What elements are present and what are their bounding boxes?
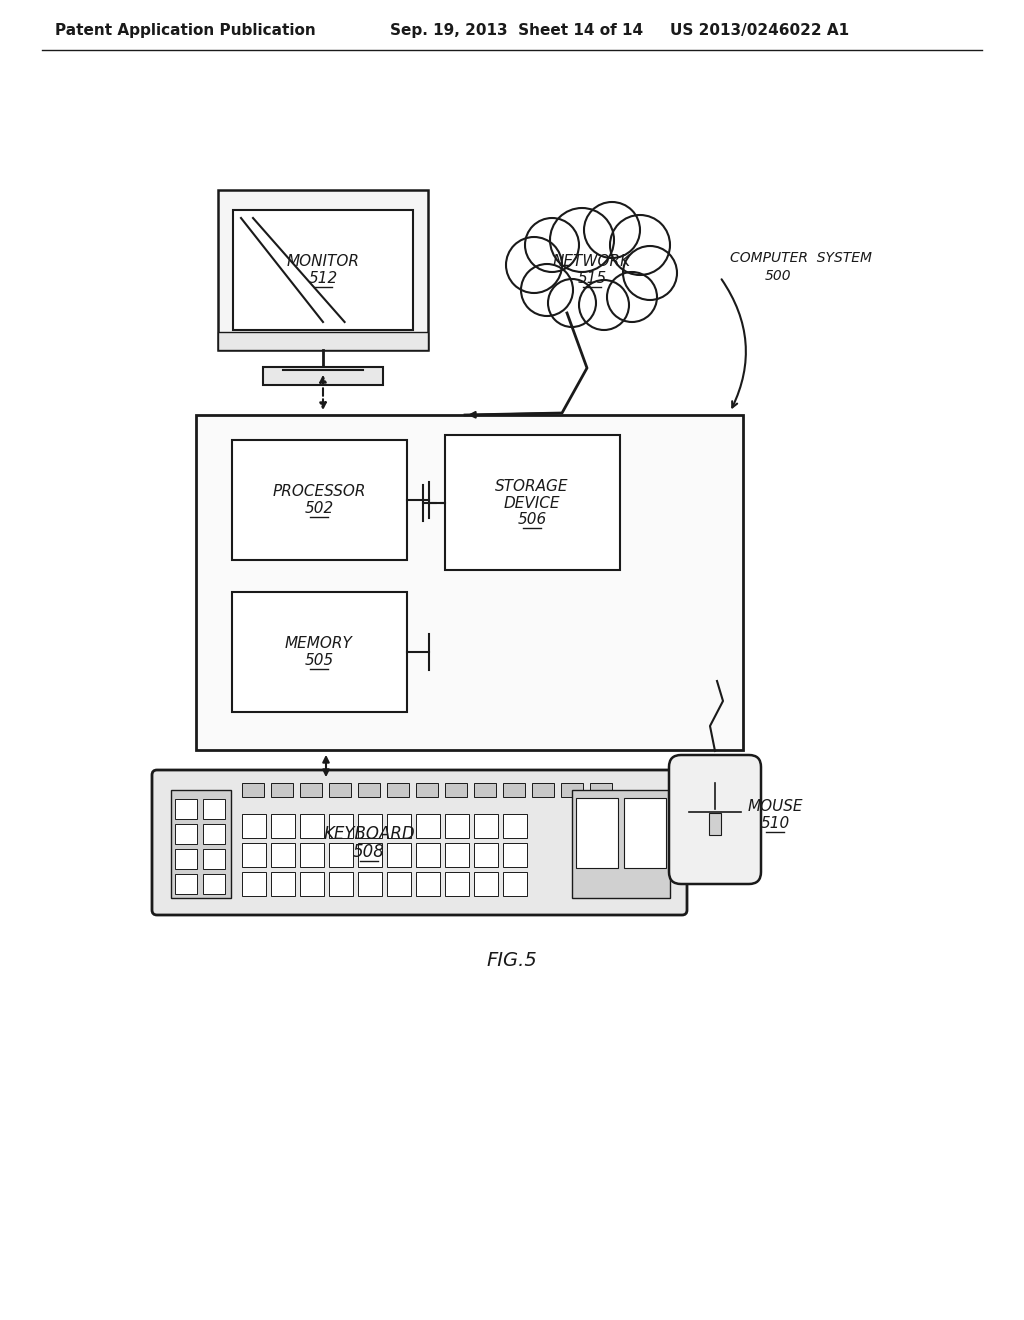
Bar [358, 873, 382, 896]
Bar [271, 814, 295, 838]
Text: 510: 510 [761, 816, 790, 830]
FancyBboxPatch shape [669, 755, 761, 884]
Bar [203, 849, 225, 869]
Bar [416, 783, 438, 797]
Text: COMPUTER  SYSTEM: COMPUTER SYSTEM [730, 251, 872, 265]
Bar [416, 843, 440, 867]
Bar [242, 843, 266, 867]
Bar [329, 873, 353, 896]
Bar [387, 873, 411, 896]
Text: Patent Application Publication: Patent Application Publication [55, 22, 315, 37]
Bar [387, 843, 411, 867]
Text: 515: 515 [578, 271, 606, 285]
Bar [445, 783, 467, 797]
Bar [271, 783, 293, 797]
Bar [232, 591, 407, 711]
Bar [358, 814, 382, 838]
Text: 506: 506 [517, 512, 547, 527]
Circle shape [506, 238, 562, 293]
Bar [203, 874, 225, 894]
Circle shape [579, 280, 629, 330]
Bar [242, 783, 264, 797]
Bar [300, 814, 324, 838]
Bar [271, 843, 295, 867]
Bar [416, 873, 440, 896]
Circle shape [623, 246, 677, 300]
Bar [572, 789, 670, 898]
Bar [242, 873, 266, 896]
Text: 502: 502 [304, 500, 334, 516]
Bar [474, 843, 498, 867]
Bar [218, 190, 428, 350]
Circle shape [550, 209, 614, 272]
Text: STORAGE: STORAGE [496, 479, 568, 494]
Bar [416, 814, 440, 838]
Circle shape [521, 264, 573, 315]
Bar [503, 843, 527, 867]
Bar [171, 789, 231, 898]
Bar [445, 843, 469, 867]
Bar [532, 783, 554, 797]
FancyBboxPatch shape [152, 770, 687, 915]
Bar [271, 873, 295, 896]
Bar [175, 824, 197, 843]
Text: DEVICE: DEVICE [504, 495, 560, 511]
Bar [624, 799, 666, 869]
Bar [561, 783, 583, 797]
Bar [445, 436, 620, 570]
Bar [387, 783, 409, 797]
Bar [358, 843, 382, 867]
Bar [474, 873, 498, 896]
Bar [203, 799, 225, 818]
Bar [203, 824, 225, 843]
Bar [300, 843, 324, 867]
Text: 508: 508 [353, 843, 385, 861]
Text: 512: 512 [308, 271, 338, 285]
Circle shape [584, 202, 640, 257]
Bar [175, 874, 197, 894]
Bar [196, 414, 743, 750]
Bar [175, 799, 197, 818]
Bar [387, 814, 411, 838]
Text: 500: 500 [765, 269, 792, 282]
Bar [474, 783, 496, 797]
Text: US 2013/0246022 A1: US 2013/0246022 A1 [670, 22, 849, 37]
Bar [175, 849, 197, 869]
Bar [474, 814, 498, 838]
Circle shape [548, 279, 596, 327]
Circle shape [525, 218, 579, 272]
Bar [300, 873, 324, 896]
Bar [329, 843, 353, 867]
Bar [445, 873, 469, 896]
Bar [329, 814, 353, 838]
Bar [233, 210, 413, 330]
Bar [218, 333, 428, 350]
Bar [358, 783, 380, 797]
Bar [242, 814, 266, 838]
Text: FIG.5: FIG.5 [486, 950, 538, 969]
Circle shape [607, 272, 657, 322]
Text: MONITOR: MONITOR [287, 255, 359, 269]
Text: Sep. 19, 2013  Sheet 14 of 14: Sep. 19, 2013 Sheet 14 of 14 [390, 22, 643, 37]
Bar [503, 873, 527, 896]
Bar [575, 799, 618, 869]
Circle shape [610, 215, 670, 275]
Bar [329, 783, 351, 797]
Text: 505: 505 [304, 653, 334, 668]
Bar [503, 814, 527, 838]
Bar [532, 238, 652, 308]
Bar [300, 783, 322, 797]
Bar [232, 440, 407, 560]
Bar [503, 783, 525, 797]
Text: MEMORY: MEMORY [285, 636, 353, 651]
Text: KEYBOARD: KEYBOARD [324, 825, 415, 843]
Bar [263, 367, 383, 385]
Bar [709, 813, 721, 836]
Text: MOUSE: MOUSE [748, 799, 803, 814]
Text: NETWORK: NETWORK [553, 255, 631, 269]
Text: PROCESSOR: PROCESSOR [272, 484, 366, 499]
Bar [590, 783, 612, 797]
Bar [445, 814, 469, 838]
